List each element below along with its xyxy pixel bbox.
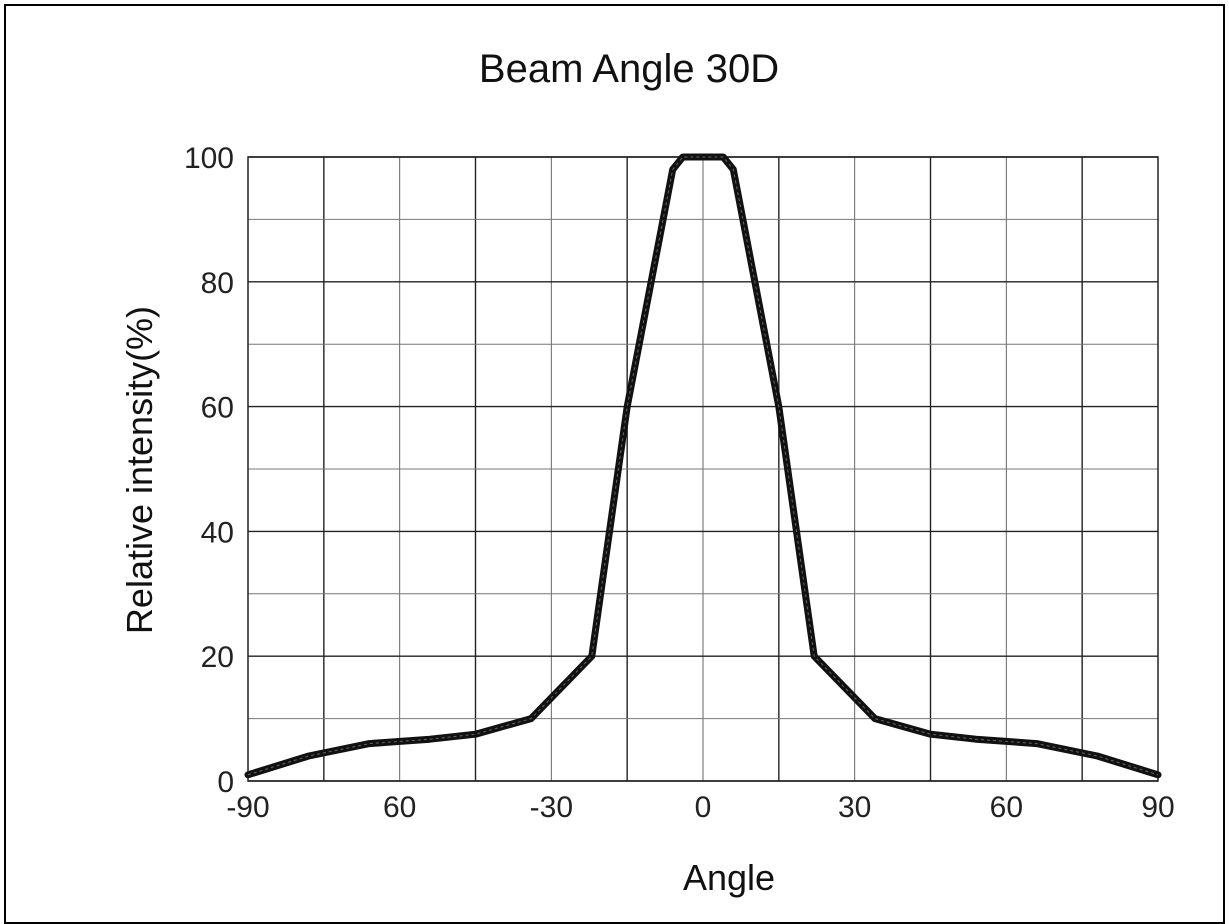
y-tick-label: 40 xyxy=(201,516,234,549)
y-tick-label: 100 xyxy=(184,142,234,175)
y-tick-labels: 0 20 40 60 80 100 xyxy=(184,142,234,799)
x-axis-label: Angle xyxy=(683,857,775,898)
x-tick-label: 0 xyxy=(695,791,712,824)
beam-angle-chart: Beam Angle 30D 0 20 40 60 80 100 -90 60 -30 0 30 6… xyxy=(119,47,1175,898)
chart-title: Beam Angle 30D xyxy=(479,47,779,91)
x-tick-labels: -90 60 -30 0 30 60 90 xyxy=(226,791,1174,824)
x-tick-label: -90 xyxy=(226,791,269,824)
y-tick-label: 0 xyxy=(217,766,234,799)
x-tick-label: 30 xyxy=(838,791,871,824)
intensity-curve-highlight xyxy=(247,156,1159,776)
y-tick-label: 20 xyxy=(201,641,234,674)
y-tick-label: 80 xyxy=(201,267,234,300)
grid xyxy=(247,156,1159,782)
x-tick-label: 90 xyxy=(1141,791,1174,824)
y-axis-label: Relative intensity(%) xyxy=(119,306,160,634)
x-tick-label: 60 xyxy=(383,791,416,824)
y-tick-label: 60 xyxy=(201,392,234,425)
x-tick-label: 60 xyxy=(990,791,1023,824)
x-tick-label: -30 xyxy=(530,791,573,824)
series-layer xyxy=(244,153,1162,779)
